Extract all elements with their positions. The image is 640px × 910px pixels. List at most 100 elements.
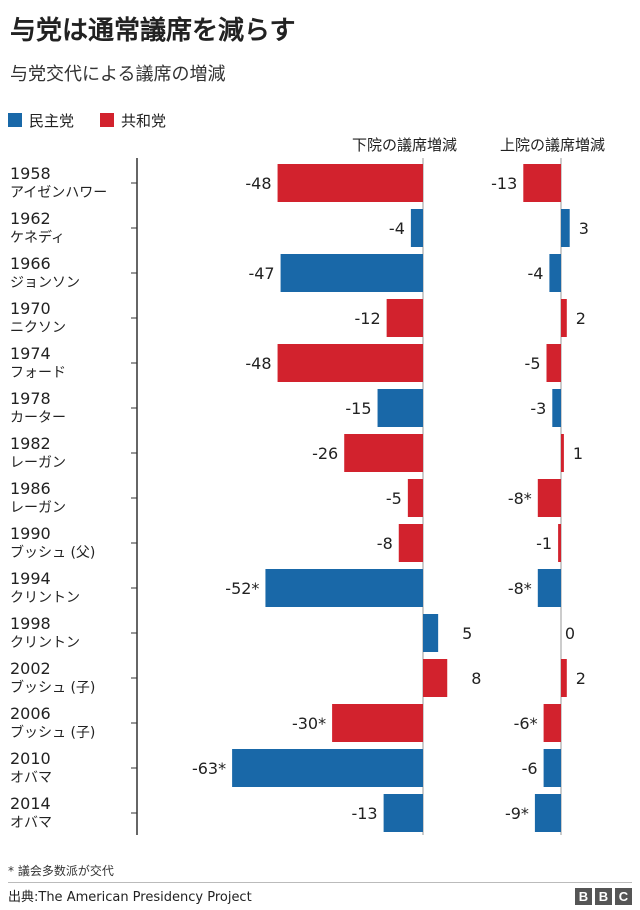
house-value-label: -15 xyxy=(345,399,371,418)
row-year-label: 2014 xyxy=(10,794,51,813)
logo-letter-b1: B xyxy=(575,888,592,905)
row-president-label: ジョンソン xyxy=(10,275,80,291)
senate-value-label: -6 xyxy=(522,759,538,778)
row-president-label: ニクソン xyxy=(10,320,66,336)
house-bar xyxy=(377,389,423,427)
row-president-label: クリントン xyxy=(10,590,80,606)
house-value-label: 5 xyxy=(462,624,472,643)
house-bar xyxy=(398,524,423,562)
house-bar xyxy=(423,659,448,697)
legend-item-democrat: 民主党 xyxy=(8,110,74,131)
logo-letter-b2: B xyxy=(595,888,612,905)
house-bar xyxy=(423,614,439,652)
row-president-label: フォード xyxy=(10,365,66,381)
senate-bar xyxy=(523,164,561,202)
senate-column-label: 上院の議席増減 xyxy=(500,136,606,154)
house-bar xyxy=(344,434,423,472)
senate-value-label: -5 xyxy=(525,354,541,373)
house-bar xyxy=(383,794,423,832)
senate-value-label: 1 xyxy=(573,444,583,463)
row-president-label: アイゼンハワー xyxy=(10,185,107,201)
source-note: 出典:The American Presidency Project xyxy=(8,890,252,905)
row-year-label: 1978 xyxy=(10,389,51,408)
row-year-label: 1998 xyxy=(10,614,51,633)
row-year-label: 1994 xyxy=(10,569,51,588)
senate-bar xyxy=(537,479,561,517)
house-bar xyxy=(332,704,423,742)
row-year-label: 2002 xyxy=(10,659,51,678)
row-year-label: 1990 xyxy=(10,524,51,543)
senate-value-label: 2 xyxy=(576,309,586,328)
senate-bar xyxy=(546,344,561,382)
row-president-label: ブッシュ (子) xyxy=(10,724,95,741)
footnote: * 議会多数派が交代 xyxy=(8,864,114,878)
row-president-label: レーガン xyxy=(10,455,66,471)
senate-value-label: -3 xyxy=(530,399,546,418)
house-value-label: 8 xyxy=(471,669,481,688)
legend-item-republican: 共和党 xyxy=(100,110,166,131)
house-value-label: -52* xyxy=(225,579,259,598)
legend: 民主党 共和党 xyxy=(8,108,192,132)
row-year-label: 2010 xyxy=(10,749,51,768)
house-value-label: -48 xyxy=(245,174,271,193)
row-year-label: 1966 xyxy=(10,254,51,273)
row-year-label: 1982 xyxy=(10,434,51,453)
house-bar xyxy=(265,569,423,607)
senate-bar xyxy=(558,524,561,562)
senate-bar xyxy=(561,209,570,247)
house-value-label: -8 xyxy=(377,534,393,553)
senate-value-label: -8* xyxy=(508,579,532,598)
senate-value-label: -9* xyxy=(505,804,529,823)
row-president-label: カーター xyxy=(10,410,66,426)
house-bar xyxy=(232,749,423,787)
house-value-label: -5 xyxy=(386,489,402,508)
legend-label-republican: 共和党 xyxy=(121,111,167,130)
house-bar xyxy=(386,299,423,337)
row-president-label: クリントン xyxy=(10,635,80,651)
row-president-label: オバマ xyxy=(10,815,52,831)
row-year-label: 1962 xyxy=(10,209,51,228)
house-value-label: -63* xyxy=(192,759,226,778)
senate-bar xyxy=(543,749,561,787)
house-bar xyxy=(277,344,423,382)
senate-value-label: 0 xyxy=(565,624,575,643)
senate-bar xyxy=(549,254,561,292)
senate-bar xyxy=(561,434,564,472)
house-bar xyxy=(280,254,423,292)
senate-value-label: -6* xyxy=(514,714,538,733)
row-year-label: 1970 xyxy=(10,299,51,318)
legend-swatch-democrat xyxy=(8,113,22,127)
house-value-label: -26 xyxy=(312,444,338,463)
senate-value-label: -1 xyxy=(536,534,552,553)
house-value-label: -48 xyxy=(245,354,271,373)
chart-title: 与党は通常議席を減らす xyxy=(10,16,296,46)
row-president-label: ブッシュ (子) xyxy=(10,679,95,696)
house-value-label: -13 xyxy=(351,804,377,823)
source-divider xyxy=(8,882,632,883)
house-bar xyxy=(407,479,423,517)
senate-bar xyxy=(552,389,561,427)
senate-bar xyxy=(543,704,561,742)
legend-swatch-republican xyxy=(100,113,115,127)
bbc-logo: B B C xyxy=(575,888,632,905)
row-year-label: 1958 xyxy=(10,164,51,183)
chart-subtitle: 与党交代による議席の増減 xyxy=(10,64,226,85)
row-year-label: 2006 xyxy=(10,704,51,723)
senate-value-label: -4 xyxy=(527,264,543,283)
house-column-label: 下院の議席増減 xyxy=(352,136,458,154)
row-president-label: オバマ xyxy=(10,770,52,786)
house-bar xyxy=(410,209,423,247)
row-president-label: レーガン xyxy=(10,500,66,516)
senate-bar xyxy=(537,569,561,607)
senate-bar xyxy=(561,659,567,697)
senate-value-label: 3 xyxy=(579,219,589,238)
row-president-label: ケネディ xyxy=(10,229,65,246)
senate-value-label: 2 xyxy=(576,669,586,688)
house-value-label: -4 xyxy=(389,219,405,238)
row-president-label: ブッシュ (父) xyxy=(10,544,95,561)
house-value-label: -47 xyxy=(248,264,274,283)
house-value-label: -12 xyxy=(354,309,380,328)
logo-letter-c: C xyxy=(615,888,632,905)
senate-value-label: -13 xyxy=(491,174,517,193)
